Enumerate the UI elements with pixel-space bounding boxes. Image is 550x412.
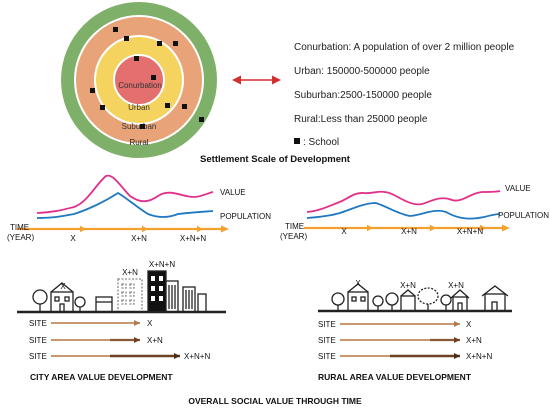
shop-building xyxy=(95,296,113,313)
city-population-line xyxy=(36,191,214,219)
rural-value-line xyxy=(306,190,501,213)
time-arrowhead-icon xyxy=(197,225,203,233)
school-icon xyxy=(157,41,162,46)
rural-site-label: SITE xyxy=(318,320,336,329)
time-arrowhead-icon xyxy=(80,225,86,233)
rural-value-graph: VALUE POPULATION TIME (YEAR) X X+N X+N+N xyxy=(280,184,549,241)
rural-time-label: TIME xyxy=(285,222,304,231)
legend-arrow xyxy=(232,75,281,85)
legend-urban: Urban: 150000-500000 people xyxy=(294,66,430,77)
rural-year-label: (YEAR) xyxy=(280,232,307,241)
city-value-label: VALUE xyxy=(220,188,246,197)
city-site-end-1: X xyxy=(147,319,153,328)
time-arrowhead-icon xyxy=(430,224,436,232)
rural-tick-xnn: X+N+N xyxy=(457,227,483,236)
settlement-caption: Settlement Scale of Development xyxy=(200,154,351,165)
rural-population-line xyxy=(306,202,501,220)
school-legend-icon xyxy=(294,138,300,144)
school-icon xyxy=(100,105,105,110)
city-site-label: SITE xyxy=(29,352,47,361)
rural-site-end-3: X+N+N xyxy=(466,352,492,361)
school-markers xyxy=(90,27,204,129)
city-site-label: SITE xyxy=(29,336,47,345)
rural-building-label-xn: X+N xyxy=(400,281,416,290)
school-icon xyxy=(151,75,156,80)
city-site-rows: SITE X SITE X+N SITE X+N+N xyxy=(29,319,210,361)
school-icon xyxy=(90,88,95,93)
rural-site-end-1: X xyxy=(466,320,472,329)
school-icon xyxy=(182,104,187,109)
tree-icon xyxy=(331,292,345,306)
rural-site-end-2: X+N xyxy=(466,336,482,345)
time-arrowhead-icon xyxy=(480,224,486,232)
city-site-end-2: X+N xyxy=(147,336,163,345)
school-icon xyxy=(173,41,178,46)
city-site-label: SITE xyxy=(29,319,47,328)
settlement-rings: Conurbation Urban Suburban Rural xyxy=(61,2,217,158)
rural-site-rows: SITE X SITE X+N SITE X+N+N xyxy=(318,320,492,361)
school-icon xyxy=(165,103,170,108)
building-xnn xyxy=(147,270,167,313)
city-population-label: POPULATION xyxy=(220,212,271,221)
building-xn xyxy=(117,278,143,313)
city-tick-xnn: X+N+N xyxy=(180,234,206,243)
rural-value-label: VALUE xyxy=(505,184,531,193)
school-icon xyxy=(199,117,204,122)
school-icon xyxy=(113,27,118,32)
city-caption: CITY AREA VALUE DEVELOPMENT xyxy=(30,372,173,382)
rural-caption: RURAL AREA VALUE DEVELOPMENT xyxy=(318,372,472,382)
time-arrowhead-icon xyxy=(502,224,510,232)
urban-label: Urban xyxy=(128,103,150,112)
rural-site-label: SITE xyxy=(318,352,336,361)
tree-icon xyxy=(440,294,452,306)
time-arrowhead-icon xyxy=(142,225,148,233)
legend-conurbation: Conurbation: A population of over 2 mill… xyxy=(294,42,515,53)
suburban-label: Suburban xyxy=(122,122,157,131)
rural-tick-x: X xyxy=(341,227,347,236)
rural-tick-xn: X+N xyxy=(401,227,417,236)
time-arrowhead-icon xyxy=(367,224,373,232)
city-building-label-xnn: X+N+N xyxy=(149,260,175,269)
tree-icon xyxy=(372,295,384,307)
legend-rural: Rural:Less than 25000 people xyxy=(294,114,428,125)
city-site-end-3: X+N+N xyxy=(184,352,210,361)
city-tick-xn: X+N xyxy=(131,234,147,243)
tree-icon xyxy=(417,287,439,305)
legend-suburban: Suburban:2500-150000 people xyxy=(294,90,432,101)
city-value-graph: VALUE POPULATION TIME (YEAR) X X+N X+N+N xyxy=(7,174,271,243)
city-time-label: TIME xyxy=(10,223,29,232)
city-building-label-x: X xyxy=(60,282,66,291)
rural-building-label-x: X xyxy=(355,279,361,288)
city-year-label: (YEAR) xyxy=(7,233,34,242)
school-icon xyxy=(134,56,139,61)
rural-building-xn2 xyxy=(452,296,468,312)
rural-population-label: POPULATION xyxy=(498,211,549,220)
school-icon xyxy=(140,124,145,129)
city-value-line xyxy=(36,174,214,214)
rural-building-xn xyxy=(400,295,416,312)
tree-icon xyxy=(74,296,86,308)
conurbation-core xyxy=(114,55,164,105)
tree-icon xyxy=(385,292,399,306)
footer-title: OVERALL SOCIAL VALUE THROUGH TIME xyxy=(188,396,362,406)
legend-school: : School xyxy=(303,137,339,148)
conurbation-label: Conurbation xyxy=(118,81,162,90)
time-arrowhead-icon xyxy=(221,225,229,233)
rural-skyline xyxy=(318,283,512,313)
city-building-label-xn: X+N xyxy=(122,268,138,277)
settlement-legend: Conurbation: A population of over 2 mill… xyxy=(294,42,515,148)
rural-building-label-xn2: X+N xyxy=(448,281,464,290)
school-icon xyxy=(124,36,129,41)
city-skyline xyxy=(17,270,226,314)
rural-site-label: SITE xyxy=(318,336,336,345)
city-tick-x: X xyxy=(70,234,76,243)
rural-label: Rural xyxy=(129,138,148,147)
tree-icon xyxy=(32,289,48,305)
building-x xyxy=(50,291,74,313)
